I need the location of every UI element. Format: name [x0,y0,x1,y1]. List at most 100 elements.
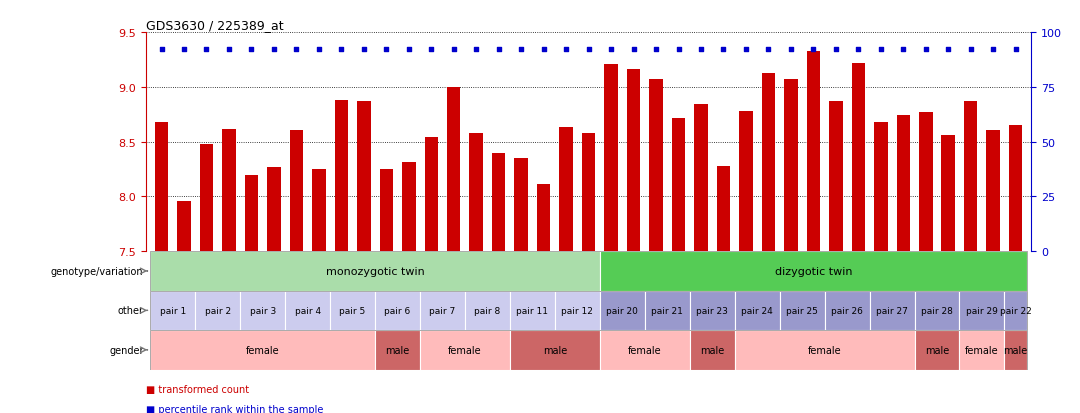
Text: pair 4: pair 4 [295,306,321,315]
Point [401,46,418,53]
Bar [537,185,551,252]
Bar [915,330,959,370]
Bar [690,291,734,330]
Point [692,46,710,53]
Bar [154,123,168,252]
Bar [177,202,191,252]
Bar [375,291,420,330]
Text: pair 3: pair 3 [249,306,275,315]
Point [198,46,215,53]
Bar [1004,291,1027,330]
Bar [357,102,370,252]
Point [827,46,845,53]
Bar [672,118,685,252]
Bar [784,80,798,252]
Point [715,46,732,53]
Bar [312,170,325,252]
Bar [605,65,618,252]
Bar [150,291,195,330]
Bar [959,291,1004,330]
Bar [959,330,1004,370]
Text: pair 8: pair 8 [474,306,500,315]
Text: ■ percentile rank within the sample: ■ percentile rank within the sample [146,404,323,413]
Point [243,46,260,53]
Bar [492,153,505,252]
Text: female: female [246,345,280,355]
Bar [739,112,753,252]
Bar [874,123,888,252]
Text: pair 12: pair 12 [562,306,593,315]
Text: ■ transformed count: ■ transformed count [146,385,248,394]
Text: monozygotic twin: monozygotic twin [326,266,424,276]
Text: pair 29: pair 29 [966,306,998,315]
Bar [649,80,663,252]
Point [557,46,575,53]
Text: female: female [808,345,841,355]
Point [985,46,1002,53]
Point [625,46,643,53]
Bar [470,133,483,252]
Point [738,46,755,53]
Point [535,46,552,53]
Bar [222,129,235,252]
Text: pair 5: pair 5 [339,306,366,315]
Text: pair 1: pair 1 [160,306,186,315]
Point [153,46,171,53]
Bar [599,252,1027,291]
Bar [645,291,690,330]
Point [873,46,890,53]
Bar [240,291,285,330]
Point [647,46,664,53]
Text: male: male [543,345,567,355]
Text: female: female [448,345,482,355]
Text: pair 27: pair 27 [876,306,908,315]
Text: female: female [627,345,662,355]
Text: male: male [1003,345,1028,355]
Text: pair 20: pair 20 [606,306,638,315]
Point [670,46,687,53]
Point [759,46,777,53]
Bar [200,145,213,252]
Text: dizygotic twin: dizygotic twin [774,266,852,276]
Bar [289,131,303,252]
Bar [195,291,240,330]
Point [355,46,373,53]
Bar [510,291,555,330]
Bar [514,159,528,252]
Bar [869,291,915,330]
Point [603,46,620,53]
Bar [447,88,460,252]
Bar [245,175,258,252]
Bar [942,136,955,252]
Text: pair 24: pair 24 [741,306,773,315]
Point [266,46,283,53]
Text: male: male [386,345,409,355]
Bar [285,291,330,330]
Text: pair 22: pair 22 [1000,306,1031,315]
Point [175,46,192,53]
Bar [559,128,572,252]
Bar [465,291,510,330]
Point [894,46,912,53]
Bar [807,52,820,252]
Point [782,46,799,53]
Bar [852,64,865,252]
Point [333,46,350,53]
Bar [1004,330,1027,370]
Bar [599,291,645,330]
Bar [694,105,707,252]
Bar [510,330,599,370]
Text: pair 6: pair 6 [384,306,410,315]
Point [962,46,980,53]
Point [805,46,822,53]
Text: female: female [966,345,999,355]
Bar [424,138,438,252]
Point [1007,46,1024,53]
Text: pair 25: pair 25 [786,306,818,315]
Bar [964,102,977,252]
Text: pair 7: pair 7 [430,306,456,315]
Bar [555,291,599,330]
Bar [330,291,375,330]
Bar [375,330,420,370]
Bar [599,330,690,370]
